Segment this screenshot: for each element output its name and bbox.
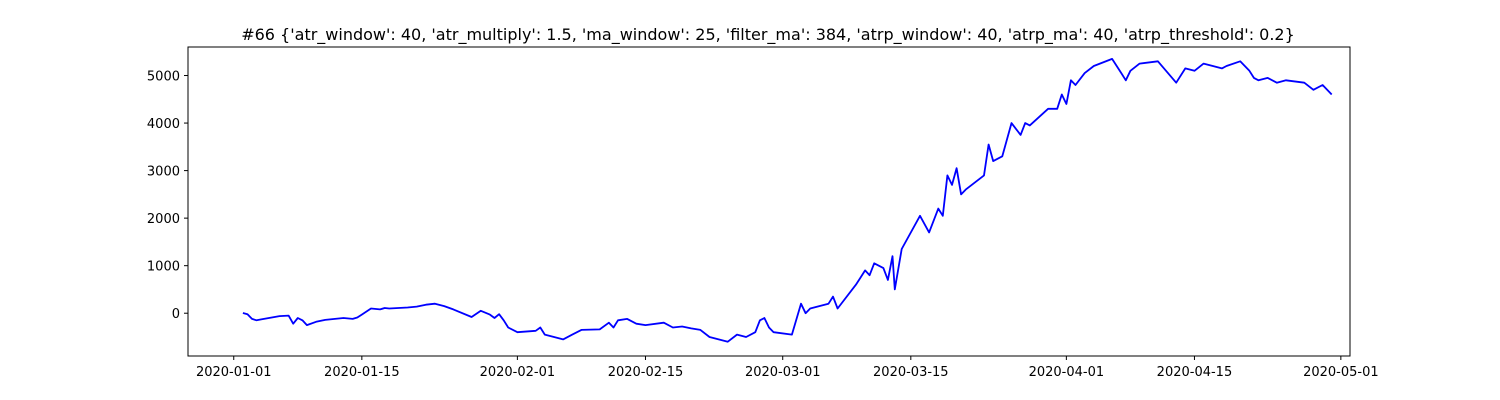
chart-title: #66 {'atr_window': 40, 'atr_multiply': 1…	[241, 25, 1295, 45]
series-line-0	[242, 58, 1333, 343]
y-tick-label: 4000	[147, 117, 180, 132]
y-tick-label: 0	[172, 307, 180, 322]
y-tick-label: 3000	[147, 165, 180, 180]
y-tick-label: 2000	[147, 212, 180, 227]
y-tick-label: 1000	[147, 260, 180, 275]
plot-area	[242, 58, 1333, 343]
y-axis: 0 1000 2000 3000 4000 5000	[147, 70, 188, 322]
x-tick-label: 2020-01-15	[324, 365, 400, 380]
x-tick-label: 2020-02-15	[608, 365, 684, 380]
x-tick-label: 2020-04-15	[1157, 365, 1233, 380]
y-tick-label: 5000	[147, 70, 180, 85]
x-axis: 2020-01-01 2020-01-15 2020-02-01 2020-02-15…	[196, 356, 1379, 380]
x-tick-label: 2020-03-01	[745, 365, 821, 380]
x-tick-label: 2020-01-01	[196, 365, 272, 380]
axes-frame	[187, 46, 1351, 357]
x-tick-label: 2020-05-01	[1303, 365, 1379, 380]
x-tick-label: 2020-03-15	[873, 365, 949, 380]
x-tick-label: 2020-04-01	[1029, 365, 1105, 380]
x-tick-label: 2020-02-01	[480, 365, 556, 380]
